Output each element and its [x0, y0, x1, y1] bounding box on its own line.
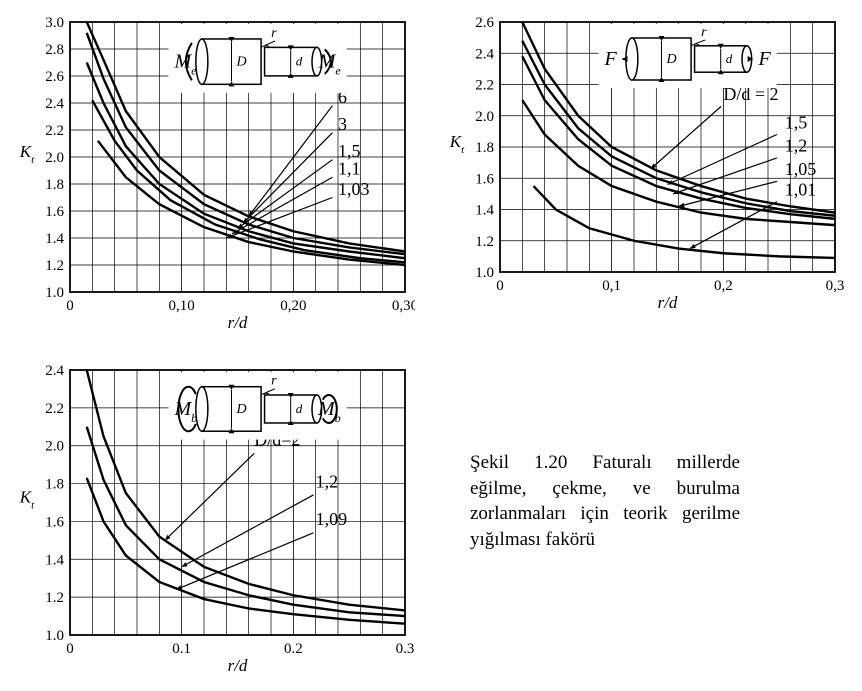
svg-text:2.0: 2.0 [45, 150, 64, 166]
svg-text:F: F [757, 48, 771, 70]
svg-text:r: r [701, 25, 707, 40]
figure-caption: Şekil 1.20 Faturalı millerde eğilme, çek… [470, 450, 740, 553]
svg-text:2.2: 2.2 [45, 401, 64, 417]
svg-text:2.6: 2.6 [45, 69, 64, 85]
svg-text:D: D [235, 55, 246, 70]
svg-text:1.6: 1.6 [45, 204, 64, 220]
svg-text:1,09: 1,09 [316, 509, 348, 529]
chart-torsion: 1.0 1.2 1.4 1.6 1.8 2.0 2.2 2.4 0 0.1 0.2 0.3 r/d Kt D… [15, 360, 415, 675]
svg-text:0,30: 0,30 [392, 298, 415, 314]
svg-text:r: r [271, 26, 277, 41]
svg-text:2.0: 2.0 [45, 439, 64, 455]
svg-text:d: d [296, 54, 303, 69]
svg-text:0,2: 0,2 [714, 278, 733, 294]
svg-text:2.6: 2.6 [475, 15, 494, 31]
svg-text:0.3: 0.3 [396, 641, 415, 657]
svg-text:0,20: 0,20 [280, 298, 306, 314]
svg-text:2.2: 2.2 [475, 78, 494, 94]
svg-text:2.4: 2.4 [45, 96, 64, 112]
svg-text:1,5: 1,5 [785, 112, 808, 132]
svg-text:1.4: 1.4 [475, 203, 494, 219]
svg-text:1.8: 1.8 [45, 177, 64, 193]
svg-text:r: r [271, 374, 277, 389]
svg-text:1.2: 1.2 [475, 234, 494, 250]
svg-text:0,3: 0,3 [826, 278, 845, 294]
chart-axial-force: 1.0 1.2 1.4 1.6 1.8 2.0 2.2 2.4 2.6 0 0,1 0,2 0,3 r/d… [445, 12, 845, 312]
svg-text:1.2: 1.2 [45, 590, 64, 606]
svg-text:2.4: 2.4 [45, 363, 64, 379]
svg-text:1,1: 1,1 [338, 159, 361, 179]
svg-text:1.4: 1.4 [45, 552, 64, 568]
svg-text:0: 0 [66, 298, 74, 314]
svg-text:0: 0 [66, 641, 74, 657]
svg-text:1.2: 1.2 [45, 258, 64, 274]
svg-text:1.0: 1.0 [475, 265, 494, 281]
svg-text:2.0: 2.0 [475, 109, 494, 125]
svg-text:2.4: 2.4 [475, 46, 494, 62]
svg-text:1.6: 1.6 [45, 514, 64, 530]
svg-text:1,2: 1,2 [316, 471, 339, 491]
svg-text:D: D [665, 52, 676, 67]
svg-text:r/d: r/d [658, 293, 678, 312]
svg-text:1,03: 1,03 [338, 179, 370, 199]
svg-text:Kt: Kt [19, 142, 35, 166]
svg-text:D: D [235, 402, 246, 417]
svg-text:1,01: 1,01 [785, 179, 817, 199]
svg-text:1.8: 1.8 [475, 140, 494, 156]
svg-text:r/d: r/d [228, 313, 248, 332]
svg-text:3: 3 [338, 114, 347, 134]
svg-text:2.2: 2.2 [45, 123, 64, 139]
chart-bending-moment: 1.0 1.2 1.4 1.6 1.8 2.0 2.2 2.4 2.6 2.8 3.0 0 0,10 0,… [15, 12, 415, 332]
svg-text:d: d [726, 51, 733, 66]
svg-text:1.0: 1.0 [45, 628, 64, 644]
svg-text:r/d: r/d [228, 656, 248, 675]
svg-text:0: 0 [496, 278, 504, 294]
svg-text:0.1: 0.1 [172, 641, 191, 657]
svg-text:1,2: 1,2 [785, 136, 808, 156]
svg-text:F: F [604, 48, 618, 70]
svg-text:1,05: 1,05 [785, 159, 817, 179]
svg-text:1.0: 1.0 [45, 285, 64, 301]
svg-text:3.0: 3.0 [45, 15, 64, 31]
svg-text:d: d [296, 401, 303, 416]
svg-text:1.6: 1.6 [475, 171, 494, 187]
svg-text:0,1: 0,1 [602, 278, 621, 294]
svg-text:0.2: 0.2 [284, 641, 303, 657]
svg-text:Kt: Kt [19, 488, 35, 512]
svg-text:Kt: Kt [449, 132, 465, 156]
svg-text:0,10: 0,10 [169, 298, 195, 314]
svg-text:1.4: 1.4 [45, 231, 64, 247]
svg-text:1.8: 1.8 [45, 477, 64, 493]
svg-text:2.8: 2.8 [45, 42, 64, 58]
